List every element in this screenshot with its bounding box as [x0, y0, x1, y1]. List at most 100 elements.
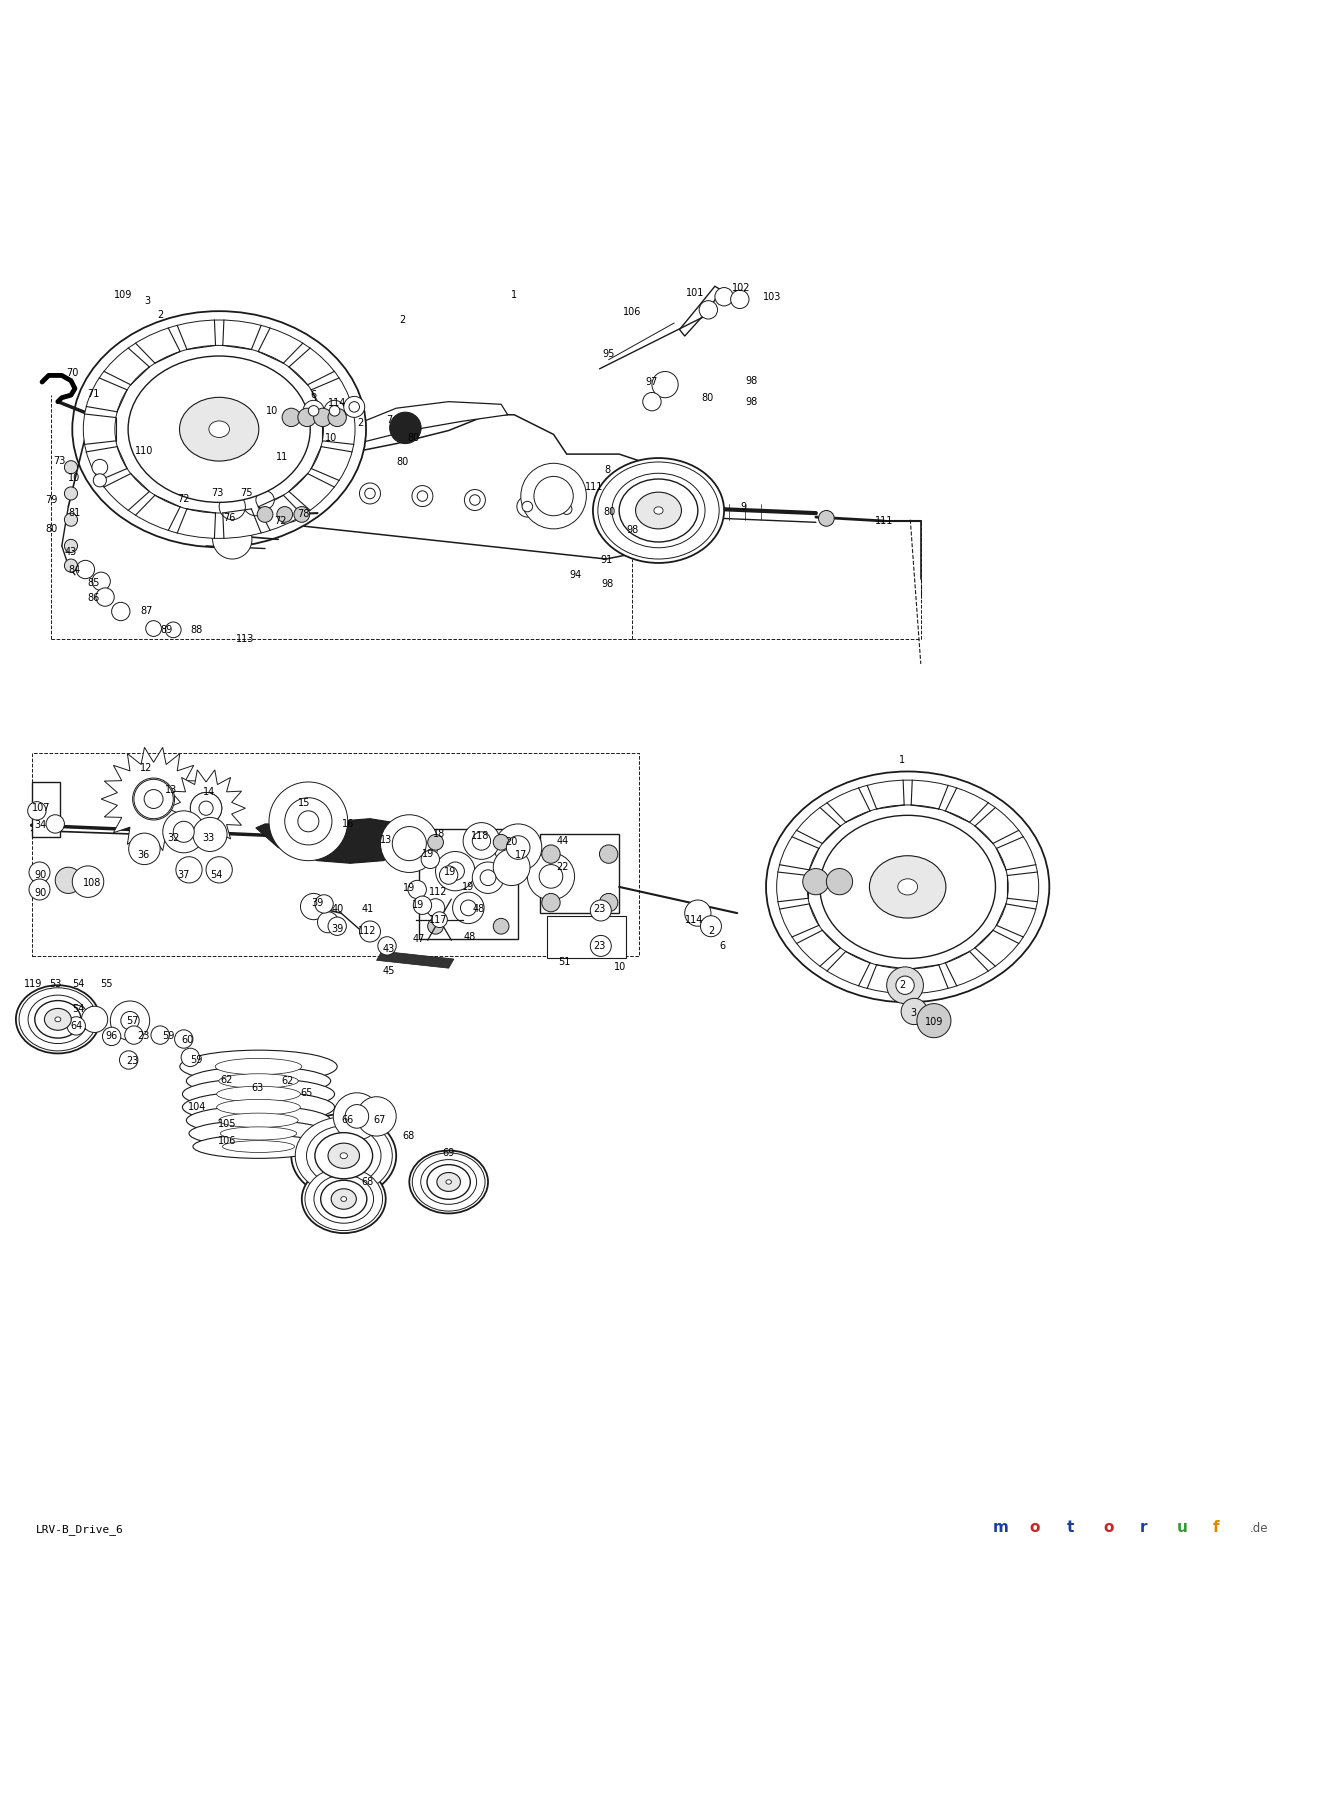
Ellipse shape — [217, 1085, 300, 1102]
Polygon shape — [304, 414, 658, 560]
Circle shape — [440, 866, 458, 884]
Circle shape — [65, 486, 78, 500]
Circle shape — [506, 835, 529, 859]
Text: 95: 95 — [602, 349, 615, 360]
Circle shape — [191, 792, 221, 824]
Circle shape — [328, 916, 346, 936]
Text: 1: 1 — [511, 290, 518, 301]
Circle shape — [294, 506, 309, 522]
Text: 15: 15 — [298, 797, 311, 808]
Circle shape — [826, 869, 852, 895]
Text: 55: 55 — [100, 979, 113, 988]
Circle shape — [65, 560, 78, 572]
Circle shape — [92, 572, 111, 590]
Circle shape — [175, 1030, 192, 1048]
Circle shape — [291, 482, 317, 509]
Circle shape — [541, 844, 560, 864]
Circle shape — [643, 392, 661, 410]
Text: 78: 78 — [296, 509, 309, 520]
Ellipse shape — [340, 1152, 348, 1159]
Ellipse shape — [313, 1175, 374, 1224]
Text: 112: 112 — [429, 887, 448, 896]
Circle shape — [494, 835, 508, 850]
Circle shape — [65, 461, 78, 473]
Circle shape — [125, 1026, 144, 1044]
Text: 97: 97 — [645, 376, 658, 387]
Text: 17: 17 — [515, 850, 527, 860]
Text: 23: 23 — [593, 941, 606, 950]
Text: 18: 18 — [433, 830, 445, 839]
Ellipse shape — [341, 1197, 346, 1201]
Text: 98: 98 — [745, 376, 757, 385]
Circle shape — [298, 810, 319, 832]
Text: 2: 2 — [399, 315, 406, 326]
Ellipse shape — [898, 878, 918, 895]
Circle shape — [96, 589, 115, 607]
Text: 13: 13 — [379, 835, 392, 844]
Circle shape — [146, 621, 162, 637]
Circle shape — [269, 781, 348, 860]
Circle shape — [886, 967, 923, 1004]
Circle shape — [277, 506, 292, 522]
Text: 113: 113 — [236, 634, 254, 644]
Text: 73: 73 — [53, 455, 66, 466]
Circle shape — [421, 850, 440, 869]
Text: 110: 110 — [136, 446, 154, 457]
Ellipse shape — [115, 346, 324, 513]
Text: 36: 36 — [137, 850, 149, 860]
Text: 64: 64 — [70, 1021, 83, 1031]
Circle shape — [344, 396, 365, 418]
Ellipse shape — [291, 1114, 396, 1197]
Circle shape — [473, 862, 503, 893]
Text: o: o — [1030, 1519, 1040, 1535]
Circle shape — [199, 801, 213, 815]
FancyBboxPatch shape — [419, 830, 518, 940]
Circle shape — [408, 880, 427, 898]
Text: 37: 37 — [178, 869, 190, 880]
Circle shape — [428, 835, 444, 850]
Circle shape — [38, 1003, 72, 1037]
Circle shape — [232, 479, 279, 526]
Text: 3: 3 — [144, 295, 150, 306]
Circle shape — [590, 936, 611, 956]
Text: 114: 114 — [685, 914, 703, 925]
Ellipse shape — [187, 1067, 331, 1096]
Text: 20: 20 — [506, 837, 518, 848]
Text: 13: 13 — [165, 785, 176, 796]
Polygon shape — [341, 401, 507, 443]
Circle shape — [453, 893, 485, 923]
Circle shape — [473, 832, 491, 850]
Text: 44: 44 — [557, 835, 569, 846]
Text: f: f — [1213, 1519, 1220, 1535]
Circle shape — [685, 900, 711, 927]
Text: 1: 1 — [900, 754, 906, 765]
Text: 68: 68 — [402, 1130, 414, 1141]
Text: 119: 119 — [24, 979, 42, 988]
Ellipse shape — [807, 805, 1009, 968]
Circle shape — [192, 817, 227, 851]
Text: 40: 40 — [331, 904, 344, 914]
Text: 68: 68 — [361, 1177, 374, 1186]
Text: 90: 90 — [34, 869, 47, 880]
Text: 54: 54 — [211, 869, 223, 880]
Circle shape — [129, 833, 161, 864]
Ellipse shape — [183, 1091, 335, 1123]
Circle shape — [533, 477, 573, 517]
Circle shape — [315, 895, 333, 913]
Text: 22: 22 — [557, 862, 569, 873]
Text: 96: 96 — [105, 1031, 117, 1042]
Text: 10: 10 — [266, 405, 278, 416]
Circle shape — [516, 497, 537, 517]
Circle shape — [328, 409, 346, 427]
Circle shape — [151, 1026, 170, 1044]
Circle shape — [134, 779, 174, 819]
Circle shape — [92, 459, 108, 475]
Ellipse shape — [410, 1150, 489, 1213]
FancyBboxPatch shape — [32, 781, 61, 837]
Text: 43: 43 — [65, 547, 78, 558]
Polygon shape — [101, 747, 205, 851]
Circle shape — [121, 1012, 140, 1030]
Circle shape — [446, 862, 465, 880]
Circle shape — [205, 857, 232, 884]
Text: 23: 23 — [593, 904, 606, 914]
